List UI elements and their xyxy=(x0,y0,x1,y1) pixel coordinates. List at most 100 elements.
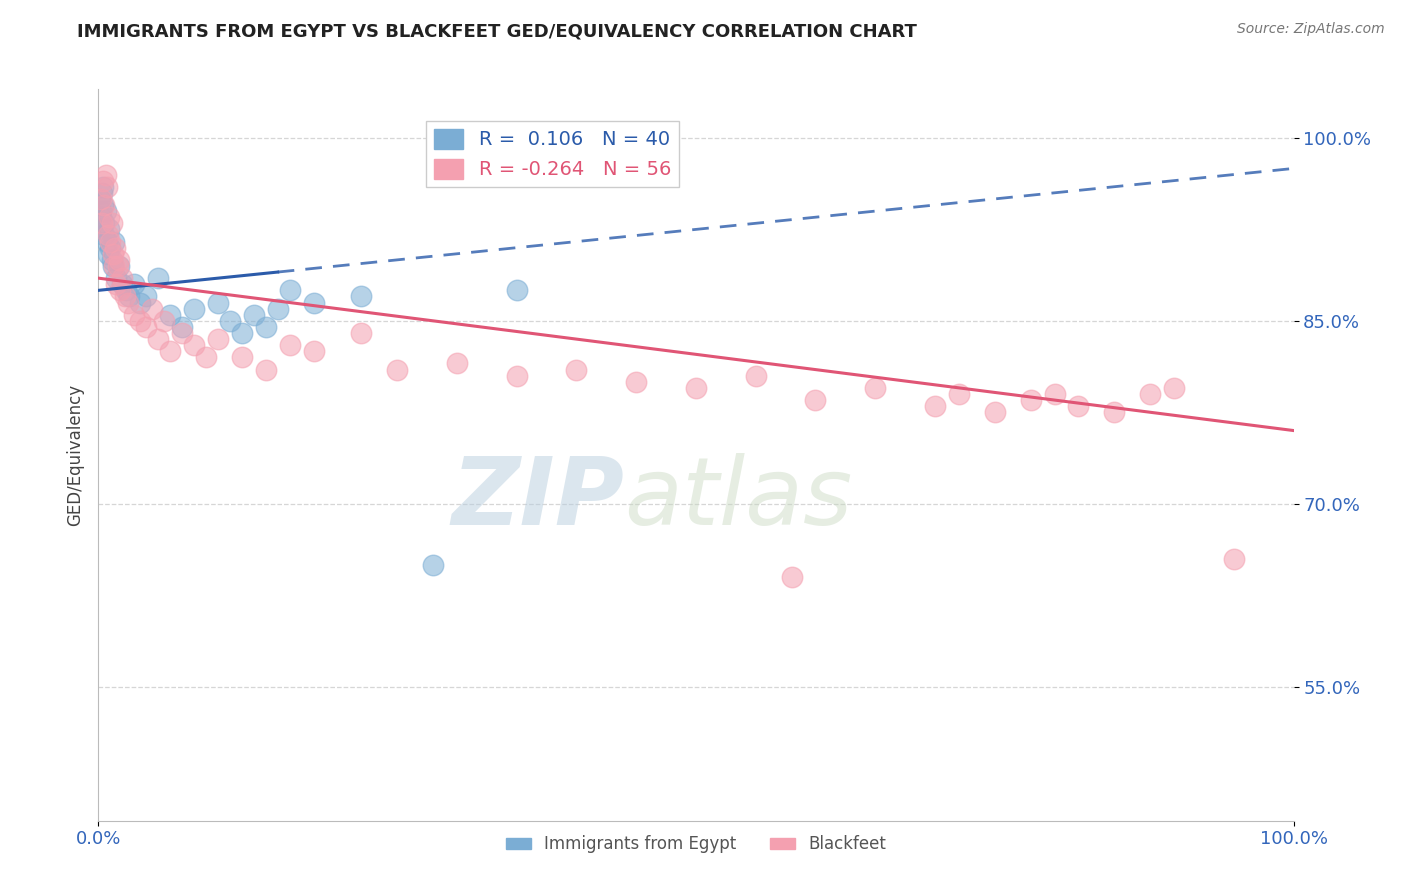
Point xyxy=(231,326,253,340)
Text: ZIP: ZIP xyxy=(451,453,624,545)
Point xyxy=(135,289,157,303)
Point xyxy=(103,235,125,249)
Point xyxy=(141,301,163,316)
Point xyxy=(1104,405,1126,419)
Point xyxy=(124,308,146,322)
Point xyxy=(254,320,277,334)
Point xyxy=(97,247,120,261)
Point xyxy=(101,259,124,273)
Point xyxy=(115,284,138,298)
Text: Source: ZipAtlas.com: Source: ZipAtlas.com xyxy=(1237,22,1385,37)
Point xyxy=(98,222,121,236)
Point xyxy=(91,186,114,200)
Point xyxy=(385,362,409,376)
Point xyxy=(96,235,118,249)
Point xyxy=(97,228,120,243)
Point xyxy=(948,387,970,401)
Text: IMMIGRANTS FROM EGYPT VS BLACKFEET GED/EQUIVALENCY CORRELATION CHART: IMMIGRANTS FROM EGYPT VS BLACKFEET GED/E… xyxy=(77,22,917,40)
Point xyxy=(745,368,768,383)
Point xyxy=(90,204,112,219)
Point xyxy=(98,211,121,225)
Point xyxy=(172,320,194,334)
Point xyxy=(506,368,529,383)
Point xyxy=(302,344,325,359)
Point xyxy=(984,405,1007,419)
Point xyxy=(159,308,181,322)
Point xyxy=(89,222,111,236)
Point xyxy=(101,247,124,261)
Point xyxy=(267,301,290,316)
Point xyxy=(104,241,127,255)
Point xyxy=(1139,387,1161,401)
Point xyxy=(98,235,122,249)
Point xyxy=(207,332,229,346)
Point xyxy=(219,314,242,328)
Point xyxy=(107,259,129,273)
Point xyxy=(183,338,205,352)
Point xyxy=(148,271,170,285)
Point xyxy=(153,314,176,328)
Point xyxy=(1043,387,1066,401)
Point xyxy=(108,284,131,298)
Point xyxy=(243,308,266,322)
Point xyxy=(117,295,139,310)
Point xyxy=(93,216,115,230)
Point xyxy=(183,301,205,316)
Point xyxy=(100,252,122,267)
Point xyxy=(172,326,194,340)
Point xyxy=(107,259,129,273)
Point xyxy=(1223,551,1246,566)
Point xyxy=(114,289,136,303)
Point xyxy=(100,216,122,230)
Point xyxy=(1019,392,1042,407)
Point xyxy=(118,289,141,303)
Point xyxy=(94,168,117,182)
Text: atlas: atlas xyxy=(624,453,852,544)
Point xyxy=(94,204,117,219)
Point xyxy=(103,259,125,273)
Point xyxy=(780,570,803,584)
Point xyxy=(135,320,157,334)
Point xyxy=(195,351,218,365)
Point xyxy=(254,362,277,376)
Point xyxy=(93,198,115,212)
Point xyxy=(422,558,444,572)
Point xyxy=(302,295,325,310)
Point xyxy=(231,351,253,365)
Point xyxy=(111,271,134,285)
Point xyxy=(91,179,114,194)
Point xyxy=(278,338,301,352)
Point xyxy=(91,198,114,212)
Point xyxy=(93,228,115,243)
Point xyxy=(446,356,468,371)
Point xyxy=(565,362,588,376)
Point xyxy=(804,392,827,407)
Point xyxy=(124,277,146,292)
Point xyxy=(96,179,118,194)
Point xyxy=(626,375,648,389)
Point xyxy=(350,289,373,303)
Point xyxy=(350,326,373,340)
Point xyxy=(105,271,128,285)
Point xyxy=(924,399,946,413)
Point xyxy=(506,284,529,298)
Point xyxy=(1163,381,1185,395)
Point xyxy=(685,381,707,395)
Point xyxy=(107,252,129,267)
Legend: Immigrants from Egypt, Blackfeet: Immigrants from Egypt, Blackfeet xyxy=(499,829,893,860)
Point xyxy=(105,277,128,292)
Point xyxy=(148,332,170,346)
Point xyxy=(111,277,134,292)
Y-axis label: GED/Equivalency: GED/Equivalency xyxy=(66,384,84,526)
Point xyxy=(1067,399,1090,413)
Point xyxy=(91,216,114,230)
Point xyxy=(129,295,152,310)
Point xyxy=(159,344,181,359)
Point xyxy=(207,295,229,310)
Point xyxy=(91,174,114,188)
Point xyxy=(89,192,111,206)
Point xyxy=(129,314,152,328)
Point xyxy=(90,192,112,206)
Point xyxy=(90,211,112,225)
Point xyxy=(98,241,122,255)
